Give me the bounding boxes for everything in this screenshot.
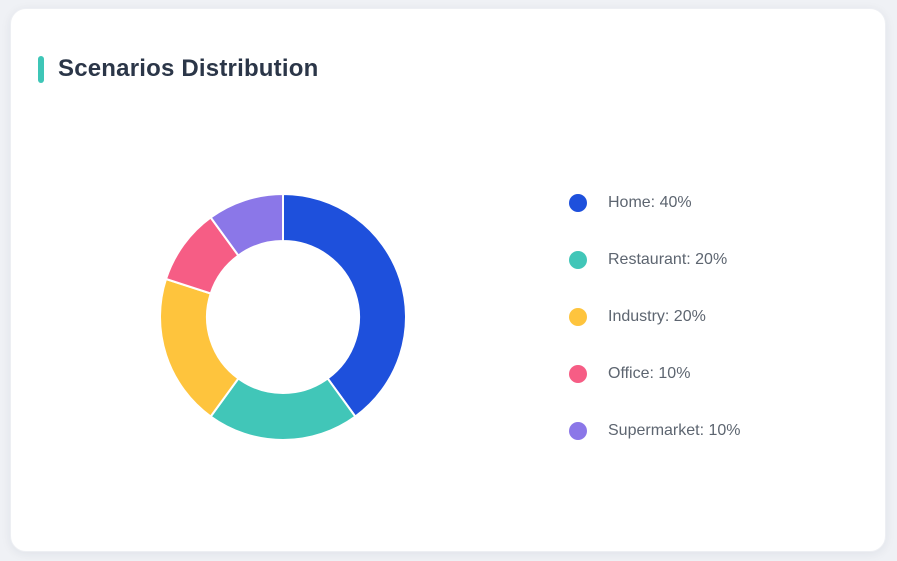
card-title: Scenarios Distribution bbox=[58, 55, 319, 82]
legend-marker-restaurant bbox=[569, 251, 587, 269]
legend-label-restaurant: Restaurant: 20% bbox=[608, 251, 728, 268]
legend-item-supermarket[interactable]: Supermarket: 10% bbox=[569, 419, 741, 443]
donut-segment-industry[interactable] bbox=[159, 277, 240, 418]
legend-marker-home bbox=[569, 194, 587, 212]
donut-segment-home[interactable] bbox=[282, 193, 407, 418]
donut-chart-svg bbox=[159, 193, 407, 441]
legend-label-supermarket: Supermarket: 10% bbox=[608, 422, 741, 439]
legend-marker-office bbox=[569, 365, 587, 383]
card-header: Scenarios Distribution bbox=[11, 9, 885, 83]
legend-item-industry[interactable]: Industry: 20% bbox=[569, 305, 741, 329]
legend-marker-supermarket bbox=[569, 422, 587, 440]
legend-item-restaurant[interactable]: Restaurant: 20% bbox=[569, 248, 741, 272]
legend-marker-industry bbox=[569, 308, 587, 326]
donut-chart bbox=[157, 191, 409, 443]
scenarios-distribution-card: Scenarios Distribution Home: 40% Restaura… bbox=[10, 8, 886, 552]
chart-legend: Home: 40% Restaurant: 20% Industry: 20% Off… bbox=[569, 191, 741, 476]
legend-label-industry: Industry: 20% bbox=[608, 308, 706, 325]
donut-segment-supermarket[interactable] bbox=[209, 193, 284, 257]
legend-label-home: Home: 40% bbox=[608, 194, 692, 211]
legend-item-office[interactable]: Office: 10% bbox=[569, 362, 741, 386]
title-accent-bar bbox=[38, 55, 44, 83]
legend-label-office: Office: 10% bbox=[608, 365, 691, 382]
legend-item-home[interactable]: Home: 40% bbox=[569, 191, 741, 215]
